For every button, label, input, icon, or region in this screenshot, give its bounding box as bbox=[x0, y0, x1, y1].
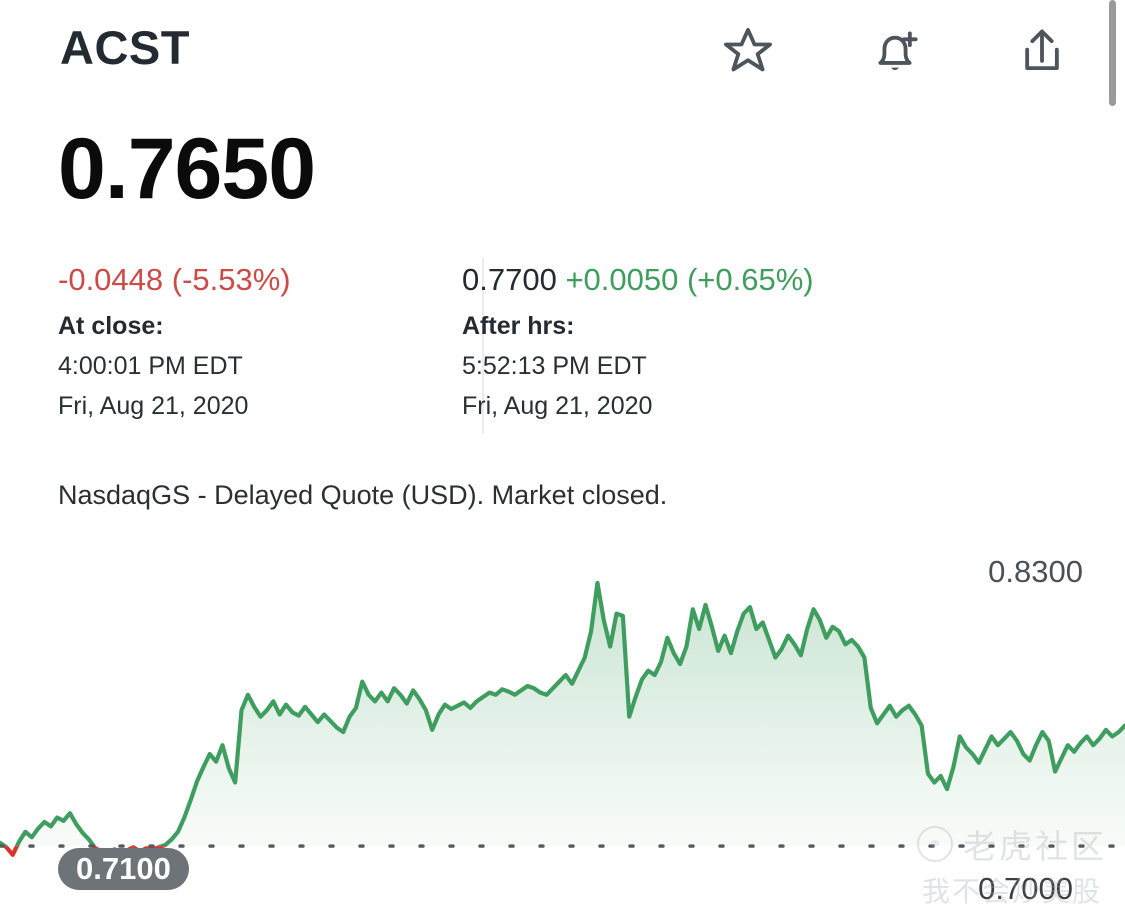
price-chart[interactable]: 0.8300 0.7000 0.7100 ⚭ 老虎社区 我不会炒美股 bbox=[0, 534, 1125, 914]
regular-session-time: 4:00:01 PM EDT bbox=[58, 351, 243, 380]
scrollbar-thumb[interactable] bbox=[1109, 0, 1116, 106]
quote-header: ACST bbox=[0, 0, 1125, 108]
regular-session-label: At close: bbox=[58, 311, 164, 340]
regular-change-value: -0.0448 (-5.53%) bbox=[58, 262, 291, 297]
after-hours-price: 0.7700 bbox=[462, 262, 557, 297]
chart-baseline-badge: 0.7100 bbox=[58, 848, 189, 890]
star-icon[interactable] bbox=[717, 20, 779, 82]
current-price: 0.7650 bbox=[58, 121, 316, 217]
chart-area-fill bbox=[0, 582, 1125, 847]
bell-plus-icon[interactable] bbox=[864, 20, 926, 82]
after-hours-row: 0.7700 +0.0050 (+0.65%) bbox=[462, 260, 814, 300]
share-icon[interactable] bbox=[1011, 20, 1073, 82]
after-hours-label: After hrs: bbox=[462, 311, 575, 340]
chart-high-label: 0.8300 bbox=[988, 554, 1083, 589]
after-hours-time: 5:52:13 PM EDT bbox=[462, 351, 647, 380]
page-title: ACST bbox=[60, 21, 190, 74]
after-hours-date: Fri, Aug 21, 2020 bbox=[462, 392, 653, 421]
regular-session: -0.0448 (-5.53%) At close: 4:00:01 PM ED… bbox=[58, 260, 291, 427]
chart-line-positive bbox=[0, 580, 1125, 847]
session-divider bbox=[482, 258, 484, 434]
after-hours-session: 0.7700 +0.0050 (+0.65%) After hrs: 5:52:… bbox=[462, 260, 814, 427]
market-status-note: NasdaqGS - Delayed Quote (USD). Market c… bbox=[58, 480, 668, 510]
chart-low-label: 0.7000 bbox=[978, 871, 1073, 906]
header-actions bbox=[717, 20, 1073, 82]
after-hours-change: +0.0050 (+0.65%) bbox=[565, 262, 814, 297]
regular-session-date: Fri, Aug 21, 2020 bbox=[58, 392, 249, 421]
chart-canvas[interactable] bbox=[0, 534, 1125, 914]
regular-change: -0.0448 (-5.53%) bbox=[58, 260, 291, 300]
